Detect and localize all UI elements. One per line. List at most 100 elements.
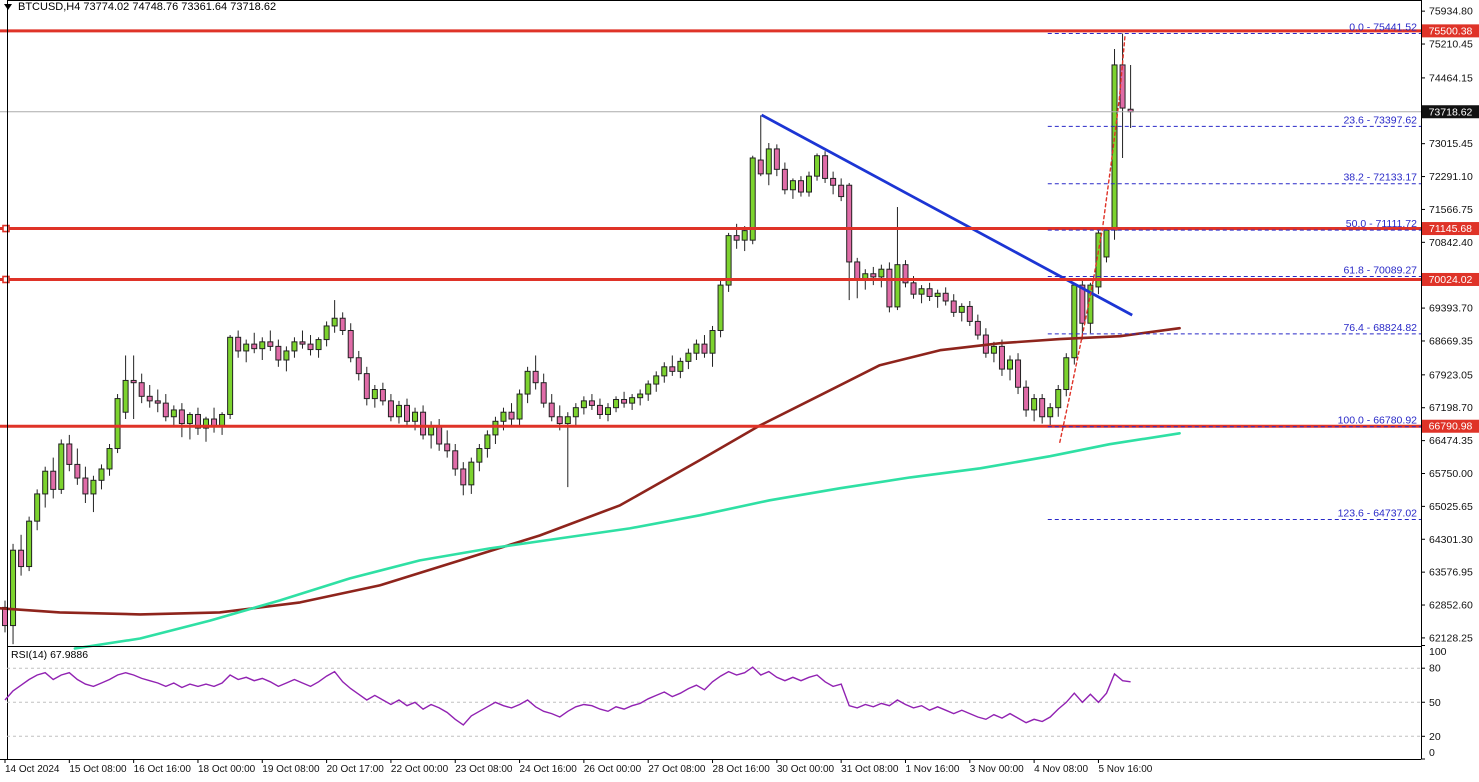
bear-candle [138, 382, 145, 397]
bull-candle [524, 370, 531, 395]
bear-candle [540, 382, 547, 404]
bear-candle [444, 443, 451, 452]
svg-text:70842.40: 70842.40 [1429, 237, 1473, 249]
bear-candle [588, 400, 595, 406]
bear-candle [363, 373, 370, 400]
time-axis[interactable]: 14 Oct 2024 15 Oct 08:00 16 Oct 16:00 18 Oc… [4, 759, 1153, 775]
bear-candle [669, 366, 676, 372]
svg-text:67198.70: 67198.70 [1429, 402, 1473, 414]
svg-text:65750.00: 65750.00 [1429, 468, 1473, 480]
svg-text:75934.80: 75934.80 [1429, 6, 1473, 18]
svg-text:16 Oct 16:00: 16 Oct 16:00 [134, 764, 192, 775]
bear-candle [886, 268, 893, 308]
bull-candle [468, 461, 475, 486]
bull-candle [1103, 229, 1110, 258]
bear-candle [146, 395, 153, 402]
bear-candle [307, 343, 314, 351]
bull-candle [741, 230, 748, 241]
svg-text:68669.35: 68669.35 [1429, 335, 1473, 347]
bear-candle [548, 402, 555, 418]
bear-candle [275, 345, 282, 361]
bull-candle [789, 180, 796, 191]
svg-text:62852.60: 62852.60 [1429, 600, 1473, 612]
bear-candle [1023, 386, 1030, 411]
bull-candle [371, 389, 378, 400]
horizontal-lines[interactable] [0, 29, 1431, 428]
bull-candle [243, 343, 250, 352]
bear-candle [130, 379, 137, 384]
bear-candle [508, 411, 515, 420]
bear-candle [870, 273, 877, 278]
bear-candle [154, 400, 161, 404]
bear-candle [556, 416, 563, 425]
bear-candle [966, 305, 973, 322]
bear-candle [902, 264, 909, 284]
svg-text:30 Oct 00:00: 30 Oct 00:00 [777, 764, 835, 775]
bull-candle [58, 443, 65, 490]
bear-candle [942, 292, 949, 302]
bear-candle [532, 370, 539, 384]
bull-candle [878, 268, 885, 278]
svg-text:71145.68: 71145.68 [1429, 223, 1472, 235]
bear-candle [460, 468, 467, 486]
svg-text:63576.95: 63576.95 [1429, 567, 1473, 579]
bull-candle [653, 375, 660, 385]
fibonacci-retracement[interactable]: 0.0 - 75441.52 23.6 - 73397.62 38.2 - 7213… [1047, 22, 1421, 520]
bull-candle [34, 493, 41, 522]
svg-text:1 Nov 16:00: 1 Nov 16:00 [905, 764, 959, 775]
bull-candle [725, 235, 732, 286]
svg-text:62128.25: 62128.25 [1429, 632, 1473, 644]
ma-fast-turquoise [73, 431, 1181, 650]
bull-candle [219, 413, 226, 427]
svg-text:72291.10: 72291.10 [1429, 171, 1473, 183]
svg-text:4 Nov 08:00: 4 Nov 08:00 [1034, 764, 1088, 775]
svg-text:64301.30: 64301.30 [1429, 534, 1473, 546]
bull-candle [580, 400, 587, 409]
bear-candle [178, 409, 185, 425]
bull-candle [412, 411, 419, 422]
bull-candle [484, 434, 491, 450]
bull-candle [259, 341, 266, 350]
bull-candle [990, 345, 997, 354]
bull-candle [395, 404, 402, 418]
svg-text:100: 100 [1429, 646, 1447, 658]
bull-candle [958, 305, 965, 313]
bull-candle [331, 317, 338, 327]
bull-candle [1031, 398, 1038, 411]
line-handle [2, 275, 10, 284]
bull-candle [203, 418, 209, 429]
bear-candle [846, 184, 853, 263]
descending-trendline[interactable] [760, 113, 1133, 317]
bear-candle [822, 155, 829, 179]
svg-text:74464.15: 74464.15 [1429, 72, 1473, 84]
bear-candle [66, 443, 73, 465]
bull-candle [685, 352, 692, 362]
bull-candle [605, 407, 611, 415]
svg-text:0.0 - 75441.52: 0.0 - 75441.52 [1349, 22, 1417, 34]
bear-candle [1015, 359, 1022, 388]
bear-candle [1079, 284, 1086, 324]
symbol-dropdown-icon[interactable] [4, 4, 12, 10]
bull-candle [894, 264, 901, 308]
bear-candle [162, 402, 169, 418]
bull-candle [122, 379, 129, 413]
bear-candle [621, 398, 628, 404]
bear-candle [950, 300, 957, 313]
bull-candle [709, 329, 716, 354]
bear-candle [998, 345, 1005, 370]
bear-candle [974, 320, 981, 336]
svg-text:22 Oct 00:00: 22 Oct 00:00 [391, 764, 449, 775]
level-price-badge [1422, 419, 1479, 433]
bull-candle [1055, 389, 1062, 409]
bull-candle [323, 325, 330, 341]
svg-text:71566.75: 71566.75 [1429, 204, 1473, 216]
price-axis[interactable]: 75934.80 75210.45 74464.15 73015.45 72291.10… [1421, 6, 1473, 760]
svg-text:65025.65: 65025.65 [1429, 501, 1473, 513]
svg-text:14 Oct 2024: 14 Oct 2024 [5, 764, 60, 775]
bull-candle [806, 175, 812, 193]
bull-candle [677, 360, 684, 372]
svg-text:20 Oct 17:00: 20 Oct 17:00 [327, 764, 385, 775]
rsi-pane[interactable]: RSI(14) 67.9886 [4, 649, 1421, 737]
bear-candle [436, 425, 443, 445]
